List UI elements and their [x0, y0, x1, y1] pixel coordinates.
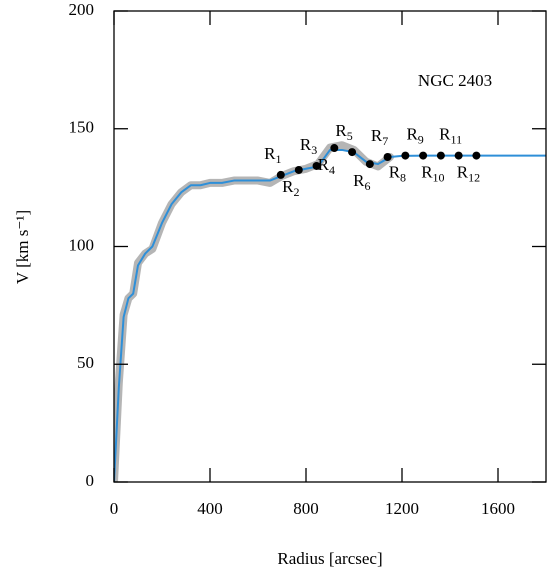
x-tick-label: 1200 [385, 499, 419, 518]
radius-point [276, 170, 285, 179]
point-label: R10 [421, 163, 444, 185]
x-tick-label: 1600 [481, 499, 515, 518]
point-label: R11 [439, 125, 462, 147]
radius-point [312, 161, 321, 170]
radius-point [348, 148, 357, 157]
annotation: NGC 2403 [418, 71, 492, 90]
series-line [114, 141, 394, 482]
plot-area [114, 141, 546, 482]
x-axis-label: Radius [arcsec] [277, 549, 382, 568]
radius-point [330, 144, 339, 153]
radius-point [436, 151, 445, 160]
point-label: R12 [457, 163, 480, 185]
point-label: R1 [264, 144, 281, 166]
point-label: R5 [335, 121, 352, 143]
radius-point [294, 165, 303, 174]
point-label: R4 [318, 155, 335, 177]
y-tick-label: 100 [69, 235, 95, 254]
radius-point [401, 151, 410, 160]
x-tick-label: 800 [293, 499, 319, 518]
point-label: R2 [282, 177, 299, 199]
point-label: R8 [389, 163, 406, 185]
point-label: R9 [406, 125, 423, 147]
y-tick-label: 0 [86, 471, 95, 490]
y-tick-label: 50 [77, 353, 94, 372]
y-tick-label: 200 [69, 0, 95, 19]
point-label: R6 [353, 171, 370, 193]
radius-point [365, 160, 374, 169]
radius-point [419, 151, 428, 160]
radius-point [383, 153, 392, 162]
x-tick-label: 0 [110, 499, 119, 518]
x-tick-label: 400 [197, 499, 223, 518]
radius-point [454, 151, 463, 160]
radius-point [472, 151, 481, 160]
y-axis-label: V [km s⁻¹] [13, 210, 32, 284]
point-label: R7 [371, 126, 388, 148]
point-label: R3 [300, 135, 317, 157]
y-tick-label: 150 [69, 118, 95, 137]
